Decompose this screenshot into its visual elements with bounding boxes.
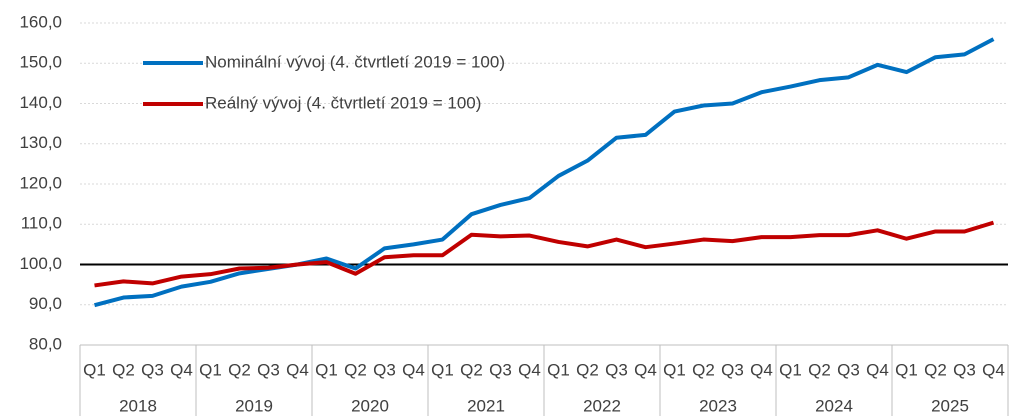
- x-tick-label: Q1: [199, 360, 222, 379]
- y-tick-label: 150,0: [19, 53, 62, 72]
- x-tick-label: Q2: [344, 360, 367, 379]
- y-tick-label: 120,0: [19, 173, 62, 192]
- x-tick-label: Q3: [605, 360, 628, 379]
- year-label: 2021: [467, 396, 505, 415]
- x-tick-label: Q1: [895, 360, 918, 379]
- x-tick-label: Q2: [924, 360, 947, 379]
- y-tick-label: 140,0: [19, 93, 62, 112]
- year-label: 2023: [699, 396, 737, 415]
- x-tick-label: Q1: [547, 360, 570, 379]
- year-label: 2024: [815, 396, 853, 415]
- series-line: [94, 220, 995, 288]
- y-tick-label: 130,0: [19, 133, 62, 152]
- x-tick-label: Q4: [286, 360, 309, 379]
- y-tick-label: 100,0: [19, 254, 62, 273]
- y-tick-label: 80,0: [29, 334, 62, 353]
- x-tick-label: Q4: [170, 360, 193, 379]
- year-label: 2018: [119, 396, 157, 415]
- x-tick-label: Q2: [692, 360, 715, 379]
- x-tick-label: Q4: [866, 360, 889, 379]
- year-label: 2025: [931, 396, 969, 415]
- year-label: 2020: [351, 396, 389, 415]
- legend-label: Nominální vývoj (4. čtvrtletí 2019 = 100…: [205, 52, 505, 71]
- x-tick-label: Q1: [779, 360, 802, 379]
- year-label: 2019: [235, 396, 273, 415]
- x-tick-label: Q3: [721, 360, 744, 379]
- series-line: [93, 37, 995, 308]
- y-tick-label: 160,0: [19, 12, 62, 31]
- x-tick-label: Q3: [489, 360, 512, 379]
- x-tick-label: Q3: [141, 360, 164, 379]
- x-tick-label: Q4: [634, 360, 657, 379]
- x-tick-label: Q2: [576, 360, 599, 379]
- legend-label: Reálný vývoj (4. čtvrtletí 2019 = 100): [205, 93, 481, 112]
- x-tick-label: Q3: [373, 360, 396, 379]
- x-tick-label: Q4: [518, 360, 541, 379]
- x-tick-label: Q1: [315, 360, 338, 379]
- x-tick-label: Q3: [257, 360, 280, 379]
- x-tick-label: Q4: [750, 360, 773, 379]
- y-tick-label: 90,0: [29, 294, 62, 313]
- year-label: 2022: [583, 396, 621, 415]
- x-tick-label: Q2: [460, 360, 483, 379]
- x-tick-label: Q1: [663, 360, 686, 379]
- x-tick-label: Q1: [431, 360, 454, 379]
- x-tick-label: Q1: [83, 360, 106, 379]
- x-tick-label: Q4: [982, 360, 1005, 379]
- x-tick-label: Q3: [837, 360, 860, 379]
- x-tick-label: Q2: [808, 360, 831, 379]
- y-tick-label: 110,0: [21, 214, 62, 233]
- x-tick-label: Q2: [112, 360, 135, 379]
- x-tick-label: Q3: [953, 360, 976, 379]
- x-tick-label: Q2: [228, 360, 251, 379]
- x-tick-label: Q4: [402, 360, 425, 379]
